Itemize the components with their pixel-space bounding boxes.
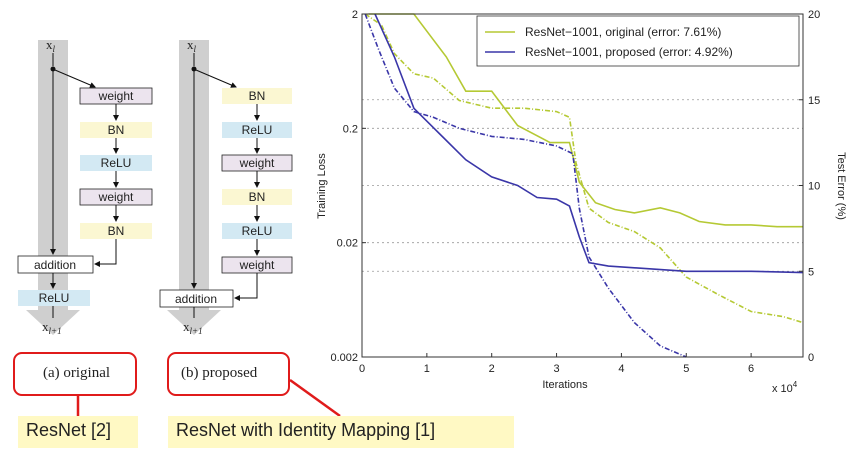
relu-block-2-label: ReLU — [242, 224, 273, 238]
y-left-tick-label: 0.02 — [337, 238, 358, 250]
bn-block-1 — [222, 88, 292, 104]
test-error-line-proposed — [374, 13, 804, 274]
split-node — [191, 66, 197, 72]
addition-block-label: addition — [34, 258, 76, 272]
y-right-tick-label: 5 — [808, 266, 814, 278]
y-axis-left-label: Training Loss — [316, 153, 328, 219]
y-right-tick-label: 15 — [808, 95, 820, 107]
caption-proposed: (b) proposed — [181, 365, 258, 381]
bn-block-2 — [80, 223, 152, 239]
relu-block-1-label: ReLU — [242, 123, 273, 137]
x-tick-label: 5 — [683, 363, 689, 375]
y-right-tick-label: 0 — [808, 352, 814, 364]
bn-block-1-label: BN — [249, 89, 266, 103]
relu-block-2 — [222, 223, 292, 239]
y-right-tick-label: 20 — [808, 9, 820, 21]
relu-post-addition — [18, 290, 90, 306]
diagram-proposed: xl BN ReLU weight BN ReLU weight additio… — [159, 37, 293, 336]
y-left-tick-label: 0.2 — [343, 123, 358, 135]
input-x-label: xl — [46, 37, 56, 54]
relu-block-1-label: ReLU — [101, 156, 132, 170]
input-x-label: xl — [187, 37, 197, 54]
bn-block-1 — [80, 122, 152, 138]
weight-block-1-label: weight — [98, 89, 134, 103]
train-loss-line-proposed — [364, 13, 687, 358]
legend: ResNet−1001, original (error: 7.61%) Res… — [476, 15, 800, 67]
y-left-tick-label: 0.002 — [330, 352, 358, 364]
addition-block — [159, 289, 234, 308]
x-tick-label: 3 — [553, 363, 559, 375]
bn-block-2 — [222, 189, 292, 205]
y-left-tick-label: 2 — [352, 9, 358, 21]
bn-block-2-label: BN — [108, 224, 125, 238]
weight-block-1-label: weight — [239, 156, 275, 170]
y-axis-right-label: Test Error (%) — [835, 152, 847, 220]
train-loss-line-original — [364, 13, 804, 324]
relu-post-addition-label: ReLU — [39, 291, 70, 305]
diagram-original: xl weight BN ReLU weight BN addition ReL… — [17, 37, 153, 336]
x-tick-label: 1 — [424, 363, 430, 375]
note-resnet-identity-mapping: ResNet with Identity Mapping [1] — [168, 416, 514, 448]
caption-original-callout: (a) original — [13, 352, 137, 396]
x-axis-multiplier: x 104 — [772, 380, 798, 395]
output-x-label: xl+1 — [42, 319, 62, 336]
caption-proposed-callout: (b) proposed — [167, 352, 290, 396]
x-tick-label: 6 — [748, 363, 754, 375]
y-right-tick-label: 10 — [808, 181, 820, 193]
weight-block-2-label: weight — [239, 258, 275, 272]
x-tick-label: 2 — [489, 363, 495, 375]
legend-entry-original: ResNet−1001, original (error: 7.61%) — [525, 25, 721, 39]
resnet-block-diagrams: xl weight BN ReLU weight BN addition ReL… — [17, 37, 293, 336]
addition-block — [17, 255, 94, 274]
weight-block-2-label: weight — [98, 190, 134, 204]
x-axis-label: Iterations — [542, 379, 588, 391]
relu-block-1 — [222, 122, 292, 138]
caption-original: (a) original — [43, 365, 111, 381]
relu-block-1 — [80, 155, 152, 171]
series-lines — [364, 13, 804, 358]
output-x-label: xl+1 — [183, 319, 203, 336]
note-resnet: ResNet [2] — [18, 416, 138, 448]
split-node — [50, 66, 56, 72]
x-tick-label: 4 — [618, 363, 624, 375]
bn-block-2-label: BN — [249, 190, 266, 204]
test-error-line-original — [368, 13, 803, 228]
legend-entry-proposed: ResNet−1001, proposed (error: 4.92%) — [525, 45, 733, 59]
bn-block-1-label: BN — [108, 123, 125, 137]
addition-block-label: addition — [175, 292, 217, 306]
x-tick-label: 0 — [359, 363, 365, 375]
